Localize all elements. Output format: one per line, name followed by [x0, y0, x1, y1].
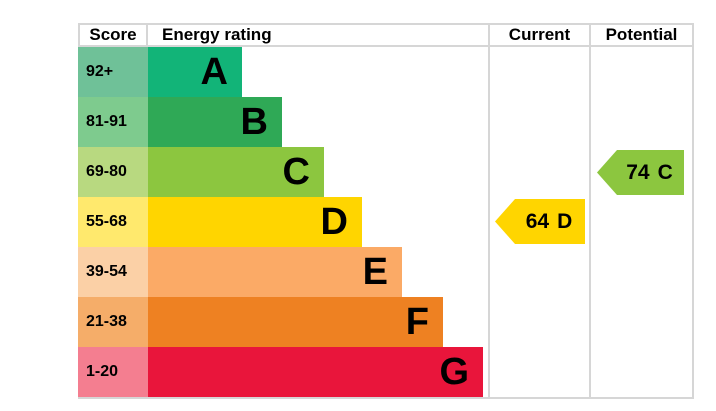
header-bottom-border	[78, 45, 694, 47]
band-row-c: 69-80 C	[78, 147, 694, 197]
energy-rating-column-header: Energy rating	[162, 25, 272, 44]
score-range-a: 92+	[78, 47, 148, 97]
band-letter-g: G	[439, 351, 469, 393]
band-letter-e: E	[362, 251, 388, 293]
band-bar-d: D	[148, 197, 362, 247]
band-row-g: 1-20 G	[78, 347, 694, 397]
score-range-b: 81-91	[78, 97, 148, 147]
table-right-border	[692, 23, 694, 399]
current-rating-band: D	[557, 209, 573, 233]
score-range-f: 21-38	[78, 297, 148, 347]
score-range-e: 39-54	[78, 247, 148, 297]
band-bar-b: B	[148, 97, 282, 147]
potential-rating-band: C	[657, 160, 673, 184]
band-letter-b: B	[240, 101, 268, 143]
band-row-f: 21-38 F	[78, 297, 694, 347]
band-letter-a: A	[200, 51, 228, 93]
band-rows: 92+ A 81-91 B 69-80 C 55-68 D 39-54	[78, 47, 694, 397]
table-bottom-border	[78, 397, 694, 399]
potential-rating-score: 74	[626, 160, 650, 184]
band-row-e: 39-54 E	[78, 247, 694, 297]
band-letter-c: C	[282, 151, 310, 193]
band-bar-e: E	[148, 247, 402, 297]
potential-column-divider	[589, 23, 591, 399]
band-bar-f: F	[148, 297, 443, 347]
band-bar-g: G	[148, 347, 483, 397]
band-letter-d: D	[320, 201, 348, 243]
table-top-border	[78, 23, 694, 25]
potential-rating-arrow: 74 C	[597, 150, 684, 195]
current-rating-score: 64	[525, 209, 550, 233]
header-left-border	[78, 23, 80, 47]
potential-column-header: Potential	[605, 25, 678, 44]
score-column-header: Score	[89, 25, 137, 44]
score-range-d: 55-68	[78, 197, 148, 247]
score-column-divider	[146, 23, 148, 47]
band-row-d: 55-68 D	[78, 197, 694, 247]
band-bar-a: A	[148, 47, 242, 97]
score-range-c: 69-80	[78, 147, 148, 197]
current-column-divider	[488, 23, 490, 399]
band-row-b: 81-91 B	[78, 97, 694, 147]
band-letter-f: F	[405, 301, 429, 343]
current-rating-arrow: 64 D	[495, 199, 585, 244]
score-range-g: 1-20	[78, 347, 148, 397]
band-bar-c: C	[148, 147, 324, 197]
band-row-a: 92+ A	[78, 47, 694, 97]
current-column-header: Current	[508, 25, 571, 44]
